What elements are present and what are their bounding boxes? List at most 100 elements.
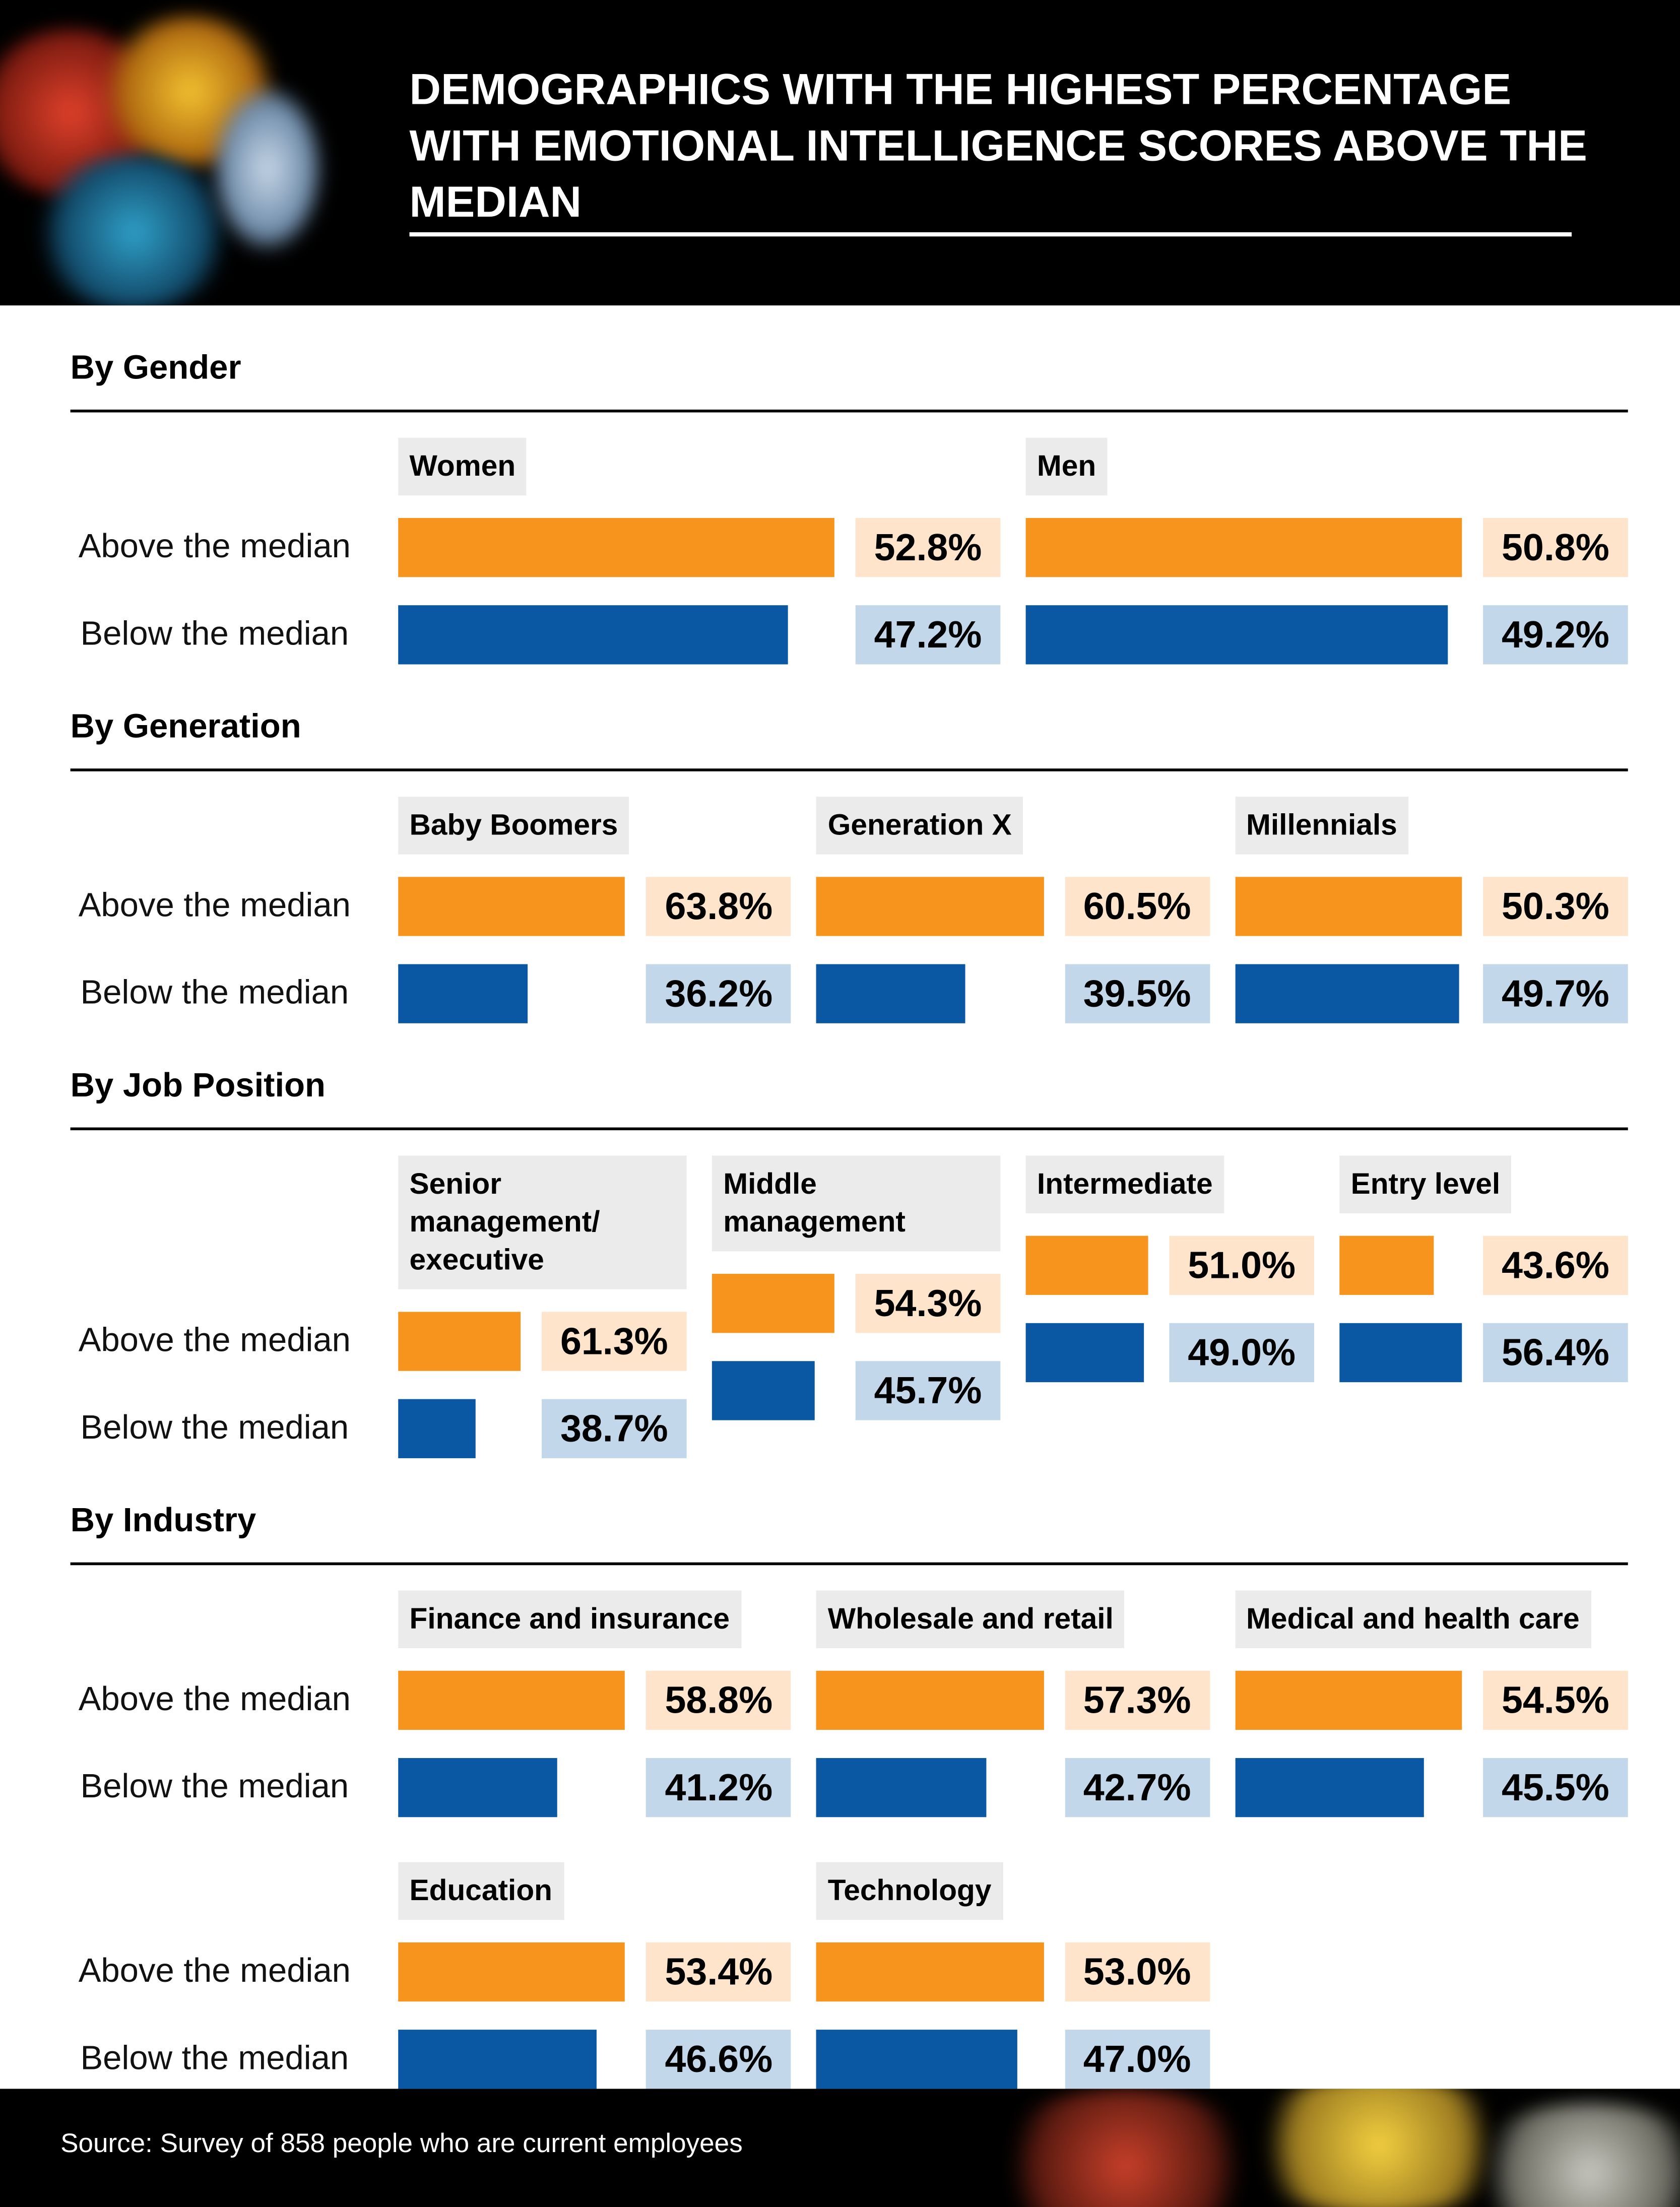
bar	[398, 1758, 557, 1817]
value-label: 53.4%	[646, 1942, 792, 2002]
bar-track	[1025, 1323, 1148, 1383]
sections: By Gender Above the median Below the media…	[0, 305, 1680, 2089]
bar-row: 43.6%	[1339, 1236, 1628, 1295]
bar-row: 54.3%	[712, 1274, 1001, 1333]
group-row: Above the median Below the median Women 52.…	[71, 437, 1628, 665]
value-label: 46.6%	[646, 2030, 792, 2089]
bar-row: 50.3%	[1235, 877, 1628, 936]
title: DEMOGRAPHICS WITH THE HIGHEST PERCENTAGE…	[409, 64, 1587, 227]
section: By Generation Above the median Below the m…	[0, 664, 1680, 1023]
bar	[1339, 1236, 1435, 1295]
section: By Gender Above the median Below the media…	[0, 305, 1680, 665]
bar	[398, 1942, 625, 2002]
bar-track	[712, 1361, 834, 1420]
bar-row: 51.0%	[1025, 1236, 1315, 1295]
bar	[398, 877, 625, 936]
group-label: Education	[398, 1862, 564, 1920]
group-label: Women	[398, 437, 527, 496]
bar-row: 58.8%	[398, 1670, 792, 1730]
section-rule	[70, 1127, 1628, 1131]
bar-row: 46.6%	[398, 2030, 792, 2089]
row-label: Above the median	[78, 528, 351, 566]
group-label: Wholesale and retail	[816, 1590, 1125, 1649]
row-label: Above the median	[78, 1680, 351, 1719]
row-labels: Above the median Below the median	[71, 1648, 399, 1817]
value-label: 43.6%	[1483, 1236, 1628, 1295]
decor	[28, 155, 239, 306]
group: Education 53.4% 46.6%	[398, 1862, 792, 2089]
bar-track	[1025, 517, 1462, 577]
bar-track	[816, 1670, 1044, 1730]
group-label: Middle management	[712, 1155, 1001, 1252]
group-row: Above the median Below the median Educatio…	[71, 1862, 1628, 2089]
bar	[816, 877, 1044, 936]
group-row: Above the median Below the median Senior m…	[71, 1155, 1628, 1458]
bar-track	[1339, 1236, 1462, 1295]
value-label: 36.2%	[646, 964, 792, 1023]
group-label: Technology	[816, 1862, 1003, 1920]
row-labels: Above the median Below the median	[71, 495, 399, 664]
group-label: Medical and health care	[1235, 1590, 1591, 1649]
value-label: 41.2%	[646, 1758, 792, 1817]
row-label: Below the median	[80, 1409, 349, 1447]
bar-row: 38.7%	[398, 1399, 687, 1458]
bar	[398, 1670, 625, 1730]
bar-row: 41.2%	[398, 1758, 792, 1817]
row-label: Above the median	[78, 1952, 351, 1990]
group: Technology 53.0% 47.0%	[816, 1862, 1210, 2089]
bar-track	[398, 1399, 521, 1458]
section-rule	[70, 409, 1628, 413]
row-label: Below the median	[80, 615, 349, 654]
groups: Baby Boomers 63.8% 36.2% Generation X 60.5% 3…	[398, 797, 1628, 1023]
row-labels: Above the median Below the median	[71, 1920, 399, 2089]
bar	[1235, 964, 1459, 1023]
bar	[1235, 877, 1462, 936]
group: Generation X 60.5% 39.5%	[816, 797, 1210, 1023]
section: By Industry Above the median Below the med…	[0, 1458, 1680, 2089]
bar-row: 60.5%	[816, 877, 1210, 936]
value-label: 50.8%	[1483, 517, 1628, 577]
group-row: Above the median Below the median Finance …	[71, 1590, 1628, 1817]
groups: Women 52.8% 47.2% Men 50.8% 49.2%	[398, 437, 1628, 665]
bar-track	[816, 877, 1044, 936]
value-label: 49.7%	[1483, 964, 1628, 1023]
group: Middle management 54.3% 45.7%	[712, 1155, 1001, 1458]
bar-track	[398, 605, 834, 665]
bar-track	[1025, 1236, 1148, 1295]
bar	[398, 517, 834, 577]
value-label: 42.7%	[1064, 1758, 1210, 1817]
value-label: 57.3%	[1064, 1670, 1210, 1730]
group-row: Above the median Below the median Baby Boo…	[71, 797, 1628, 1023]
bar-row: 36.2%	[398, 964, 792, 1023]
header: DEMOGRAPHICS WITH THE HIGHEST PERCENTAGE…	[0, 0, 1680, 306]
title-rule	[409, 232, 1572, 237]
bar	[1235, 1758, 1425, 1817]
section-title: By Industry	[70, 1502, 256, 1540]
groups: Senior management/ executive 61.3% 38.7% Mi…	[398, 1155, 1628, 1458]
bar	[398, 964, 527, 1023]
bar	[398, 1399, 476, 1458]
bar-track	[398, 517, 834, 577]
value-label: 61.3%	[542, 1312, 687, 1371]
bar-row: 50.8%	[1025, 517, 1628, 577]
bar	[1025, 1236, 1148, 1295]
bar-track	[398, 2030, 625, 2089]
group: Baby Boomers 63.8% 36.2%	[398, 797, 792, 1023]
bar	[816, 2030, 1018, 2089]
group-label: Baby Boomers	[398, 797, 629, 855]
value-label: 54.5%	[1483, 1670, 1628, 1730]
value-label: 51.0%	[1169, 1236, 1315, 1295]
value-label: 52.8%	[855, 517, 1001, 577]
bar-row: 42.7%	[816, 1758, 1210, 1817]
group-label: Entry level	[1339, 1155, 1512, 1213]
value-label: 49.0%	[1169, 1323, 1315, 1383]
value-label: 63.8%	[646, 877, 792, 936]
row-label: Below the median	[80, 2039, 349, 2078]
bar	[1025, 517, 1462, 577]
decor	[985, 2089, 1267, 2207]
group-label: Men	[1025, 437, 1108, 496]
bar-row: 47.0%	[816, 2030, 1210, 2089]
group-label: Finance and insurance	[398, 1590, 741, 1649]
